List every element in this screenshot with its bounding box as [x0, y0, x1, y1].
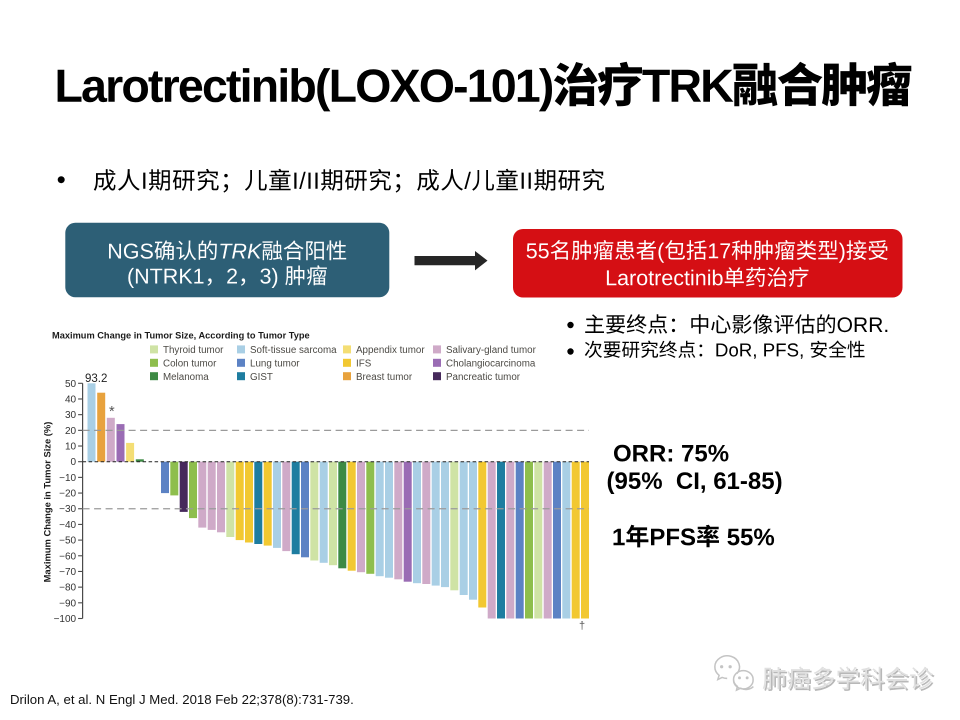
svg-text:Thyroid tumor: Thyroid tumor: [163, 345, 224, 356]
svg-text:Breast tumor: Breast tumor: [356, 372, 413, 383]
svg-text:−80: −80: [59, 583, 76, 594]
svg-text:Soft-tissue sarcoma: Soft-tissue sarcoma: [250, 345, 337, 356]
svg-text:ORR: 75%: ORR: 75%: [613, 440, 729, 467]
svg-text:Colon tumor: Colon tumor: [163, 358, 217, 369]
svg-text:−40: −40: [59, 520, 76, 531]
svg-text:20: 20: [65, 426, 77, 437]
svg-text:*: *: [109, 404, 115, 420]
svg-text:−10: −10: [59, 473, 76, 484]
svg-text:93.2: 93.2: [85, 373, 107, 385]
svg-text:40: 40: [65, 394, 77, 405]
svg-text:Salivary-gland tumor: Salivary-gland tumor: [446, 345, 537, 356]
svg-text:Melanoma: Melanoma: [163, 372, 209, 383]
svg-text:Drilon A, et al. N Engl J Med.: Drilon A, et al. N Engl J Med. 2018 Feb …: [10, 692, 354, 707]
svg-text:−70: −70: [59, 567, 76, 578]
svg-text:Maximum Change in Tumor Size,: Maximum Change in Tumor Size, According …: [52, 331, 310, 341]
svg-text:50: 50: [65, 379, 77, 390]
svg-text:−30: −30: [59, 504, 76, 515]
svg-text:0: 0: [71, 457, 77, 468]
svg-text:Cholangiocarcinoma: Cholangiocarcinoma: [446, 358, 536, 369]
svg-text:−20: −20: [59, 489, 76, 500]
svg-text:−90: −90: [59, 598, 76, 609]
svg-text:IFS: IFS: [356, 358, 372, 369]
svg-text:GIST: GIST: [250, 372, 273, 383]
svg-text:Maximum Change in Tumor Size (: Maximum Change in Tumor Size (%): [42, 422, 53, 583]
svg-text:Pancreatic tumor: Pancreatic tumor: [446, 372, 521, 383]
svg-text:†: †: [579, 620, 585, 632]
svg-text:(95% CI, 61-85): (95% CI, 61-85): [607, 468, 783, 495]
svg-text:30: 30: [65, 410, 77, 421]
svg-text:−50: −50: [59, 536, 76, 547]
svg-text:Lung tumor: Lung tumor: [250, 358, 300, 369]
svg-text:10: 10: [65, 442, 77, 453]
svg-text:−60: −60: [59, 551, 76, 562]
svg-text:Appendix tumor: Appendix tumor: [356, 345, 425, 356]
svg-text:−100: −100: [54, 614, 77, 625]
